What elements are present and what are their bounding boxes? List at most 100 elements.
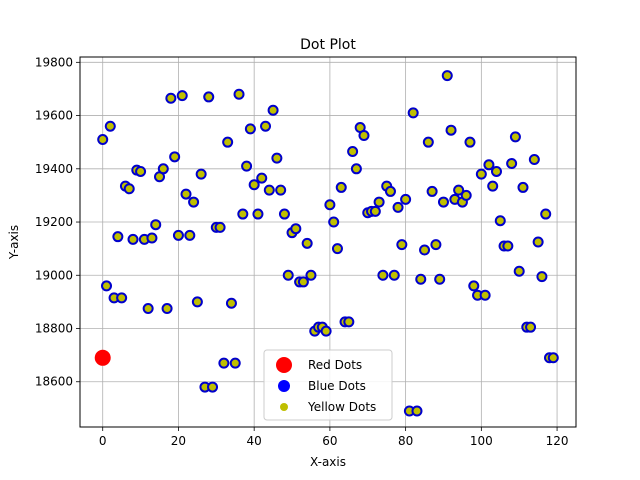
y-tick-label: 18800 [35,322,73,336]
yellow-dot [135,165,147,177]
red-dot [94,349,111,366]
yellow-dot [331,243,343,255]
yellow-dot [437,196,449,208]
points-layer [94,70,559,417]
x-axis-label: X-axis [310,455,346,469]
x-tick-label: 0 [99,434,107,448]
yellow-dot [453,184,465,196]
yellow-dot [297,276,309,288]
yellow-dot [434,273,446,285]
yellow-dot [301,237,313,249]
yellow-dot [525,321,537,333]
x-tick-label: 20 [171,434,186,448]
y-tick-label: 19600 [35,109,73,123]
yellow-dot [347,145,359,157]
yellow-dot [278,208,290,220]
yellow-dot [350,163,362,175]
x-tick-label: 60 [322,434,337,448]
yellow-dot [343,316,355,328]
x-tick-label: 40 [247,434,262,448]
yellow-dot [225,297,237,309]
yellow-dot [161,303,173,315]
yellow-dot [320,325,332,337]
yellow-dot [252,208,264,220]
x-tick-label: 100 [470,434,493,448]
yellow-dot [263,184,275,196]
yellow-dot [377,269,389,281]
yellow-dot [123,183,135,195]
yellow-dot [419,244,431,256]
yellow-dot [188,196,200,208]
yellow-dot [271,152,283,164]
legend-box [263,349,393,421]
yellow-dot [157,163,169,175]
yellow-dot [229,357,241,369]
yellow-dot [396,239,408,251]
y-tick-label: 19800 [35,55,73,69]
x-tick-label: 120 [546,434,569,448]
yellow-dot [528,153,540,165]
yellow-dot [540,208,552,220]
yellow-dot [324,199,336,211]
yellow-dot [328,216,340,228]
yellow-dot [248,179,260,191]
y-axis-label: Y-axis [7,225,21,260]
yellow-dot [142,303,154,315]
yellow-dot [256,172,268,184]
yellow-dot [237,208,249,220]
yellow-dot [97,134,109,146]
yellow-dot [184,229,196,241]
yellow-dot [207,381,219,393]
yellow-dot [494,215,506,227]
plot-frame [79,56,577,428]
yellow-dot [260,120,272,132]
legend-label-red: Red Dots [308,358,362,372]
legend-red-dot-icon [276,357,292,373]
yellow-dot [218,357,230,369]
yellow-dot [468,280,480,292]
yellow-dot [222,136,234,148]
yellow-dot [191,296,203,308]
yellow-dot [411,405,423,417]
legend-label-blue: Blue Dots [308,379,366,393]
yellow-dot [241,160,253,172]
yellow-dot [358,130,370,142]
yellow-dot [517,181,529,193]
yellow-dot [244,123,256,135]
yellow-dot [116,292,128,304]
yellow-dot [460,189,472,201]
chart-title: Dot Plot [300,37,356,53]
yellow-dot [400,193,412,205]
yellow-dot [203,91,215,103]
yellow-dot [509,131,521,143]
yellow-dot [290,223,302,235]
yellow-dot [384,185,396,197]
yellow-dot [214,221,226,233]
yellow-dot [127,233,139,245]
yellow-dot [532,236,544,248]
yellow-dot [430,239,442,251]
yellow-dot [483,159,495,171]
yellow-dot [275,184,287,196]
yellow-dot [490,165,502,177]
y-tick-label: 19000 [35,268,73,282]
yellow-dot [475,168,487,180]
yellow-dot [101,280,113,292]
yellow-dot [513,265,525,277]
yellow-dot [426,185,438,197]
legend-yellow-dot-icon [280,403,288,411]
yellow-dot [282,269,294,281]
yellow-dot [305,269,317,281]
yellow-dot [150,219,162,231]
yellow-dot [146,232,158,244]
yellow-dot [112,231,124,243]
yellow-dot [369,205,381,217]
yellow-dot [195,168,207,180]
yellow-dot [180,188,192,200]
legend-label-yellow: Yellow Dots [307,400,376,414]
y-tick-label: 19200 [35,215,73,229]
ticks-layer: 0 20 40 60 80 100 120 18600 18800 19000 19200 19400… [35,55,569,448]
yellow-dot [233,88,245,100]
yellow-dot [172,229,184,241]
